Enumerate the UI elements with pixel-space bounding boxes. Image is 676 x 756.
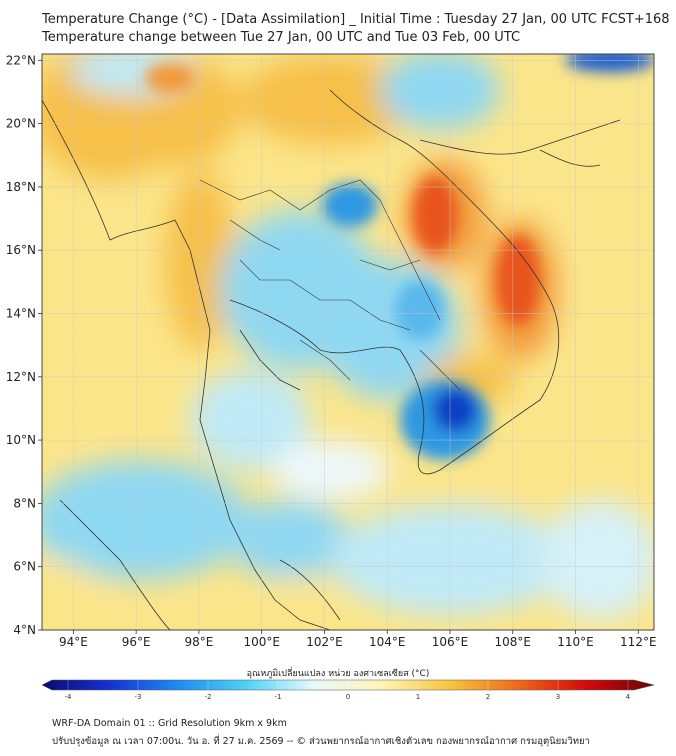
lat-tick-label: 4°N	[13, 623, 36, 637]
gridlines	[42, 54, 654, 631]
longitude-ticks: 94°E 96°E 98°E 100°E 102°E 104°E 106°E 108°E 110…	[59, 630, 657, 649]
lon-tick-label: 106°E	[432, 635, 469, 649]
lat-tick-label: 20°N	[6, 117, 36, 131]
colorbar-tick-label: 2	[486, 693, 490, 701]
temperature-field	[42, 54, 654, 630]
latitude-ticks: 22°N 20°N 18°N 16°N 14°N 12°N 10°N 8°N 6°N 4°N	[6, 53, 42, 637]
lat-tick-label: 14°N	[6, 307, 36, 321]
colorbar-tick-label: -2	[205, 693, 212, 701]
footer-model-info: WRF-DA Domain 01 :: Grid Resolution 9km …	[52, 718, 287, 729]
colorbar-tick-label: 0	[346, 693, 350, 701]
footer-copyright: ปรับปรุงข้อมูล ณ เวลา 07:00น. วัน อ. ที่…	[52, 736, 590, 747]
lon-tick-label: 108°E	[495, 635, 532, 649]
lon-tick-label: 102°E	[306, 635, 343, 649]
lon-tick-label: 100°E	[243, 635, 280, 649]
map-frame	[41, 53, 655, 631]
colorbar-tick-label: -1	[275, 693, 282, 701]
lat-tick-label: 18°N	[6, 180, 36, 194]
lon-tick-label: 98°E	[184, 635, 213, 649]
colorbar-ticks: -4 -3 -2 -1 0 1 2 3 4	[65, 680, 631, 701]
lon-tick-label: 112°E	[620, 635, 657, 649]
lon-tick-label: 110°E	[557, 635, 594, 649]
colorbar-tick-label: -3	[135, 693, 142, 701]
colorbar-tick-label: 3	[556, 693, 560, 701]
lat-tick-label: 8°N	[13, 496, 36, 510]
lon-tick-label: 104°E	[369, 635, 406, 649]
lon-tick-label: 94°E	[59, 635, 88, 649]
lon-tick-label: 96°E	[122, 635, 151, 649]
colorbar-tick-label: 1	[416, 693, 420, 701]
lat-tick-label: 12°N	[6, 370, 36, 384]
country-borders	[199, 179, 461, 391]
lat-tick-label: 6°N	[13, 560, 36, 574]
colorbar-tick-label: -4	[65, 693, 73, 701]
colorbar: -4 -3 -2 -1 0 1 2 3 4	[41, 679, 655, 701]
lat-tick-label: 16°N	[6, 243, 36, 257]
colorbar-title: อุณหภูมิเปลี่ยนแปลง หน่วย องศาเซลเซียส (…	[246, 669, 430, 679]
map-title: Temperature Change (°C) - [Data Assimila…	[42, 12, 670, 27]
map-subtitle: Temperature change between Tue 27 Jan, 0…	[42, 30, 521, 45]
lat-tick-label: 22°N	[6, 53, 36, 67]
lat-tick-label: 10°N	[6, 433, 36, 447]
colorbar-tick-label: 4	[626, 693, 631, 701]
